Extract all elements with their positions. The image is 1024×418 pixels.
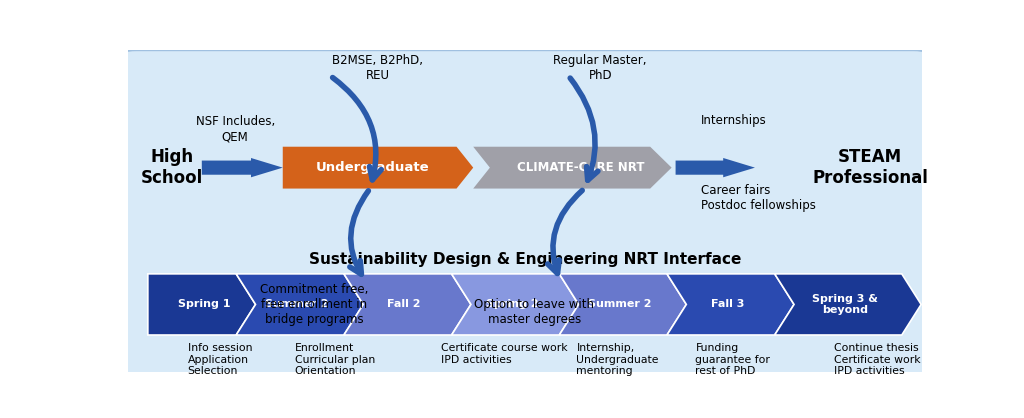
Polygon shape <box>775 274 922 335</box>
Polygon shape <box>473 147 672 189</box>
Text: Funding
guarantee for
rest of PhD: Funding guarantee for rest of PhD <box>695 343 770 376</box>
Text: CLIMATE-CARE NRT: CLIMATE-CARE NRT <box>516 161 644 174</box>
Polygon shape <box>283 147 473 189</box>
Text: Summer 2: Summer 2 <box>588 299 651 309</box>
Text: Internship,
Undergraduate
mentoring: Internship, Undergraduate mentoring <box>577 343 658 376</box>
Text: Spring 1: Spring 1 <box>178 299 231 309</box>
Text: Spring 3 &
beyond: Spring 3 & beyond <box>812 293 878 315</box>
Text: Certificate course work
IPD activities: Certificate course work IPD activities <box>441 343 568 364</box>
Polygon shape <box>667 274 794 335</box>
Text: Fall 2: Fall 2 <box>387 299 421 309</box>
Text: Fall 3: Fall 3 <box>711 299 744 309</box>
Text: High
School: High School <box>140 148 203 187</box>
Text: Enrollment
Curricular plan
Orientation: Enrollment Curricular plan Orientation <box>295 343 375 376</box>
Text: Commitment free,
free enrollment in
bridge programs: Commitment free, free enrollment in brid… <box>260 283 369 326</box>
Text: B2MSE, B2PhD,
REU: B2MSE, B2PhD, REU <box>333 54 424 82</box>
Text: Continue thesis
Certificate work
IPD activities: Continue thesis Certificate work IPD act… <box>835 343 921 376</box>
Polygon shape <box>147 274 256 335</box>
Polygon shape <box>237 274 364 335</box>
Polygon shape <box>559 274 686 335</box>
Text: Sustainability Design & Engineering NRT Interface: Sustainability Design & Engineering NRT … <box>308 252 741 267</box>
Polygon shape <box>202 158 283 177</box>
Text: Spring 2: Spring 2 <box>485 299 539 309</box>
Text: Career fairs
Postdoc fellowships: Career fairs Postdoc fellowships <box>701 184 816 212</box>
Text: Summer 2: Summer 2 <box>265 299 329 309</box>
Polygon shape <box>676 158 755 177</box>
FancyBboxPatch shape <box>120 50 930 375</box>
Polygon shape <box>344 274 471 335</box>
Text: STEAM
Professional: STEAM Professional <box>812 148 928 187</box>
Text: Regular Master,
PhD: Regular Master, PhD <box>553 54 647 82</box>
Text: Internships: Internships <box>701 115 767 127</box>
Text: Undergraduate: Undergraduate <box>316 161 430 174</box>
Text: NSF Includes,
QEM: NSF Includes, QEM <box>196 115 274 143</box>
Polygon shape <box>452 274 579 335</box>
Text: Option to leave with
master degrees: Option to leave with master degrees <box>474 298 594 326</box>
Text: Info session
Application
Selection: Info session Application Selection <box>187 343 252 376</box>
